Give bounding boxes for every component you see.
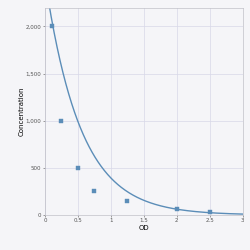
Y-axis label: Concentration: Concentration	[18, 86, 24, 136]
X-axis label: OD: OD	[138, 225, 149, 231]
